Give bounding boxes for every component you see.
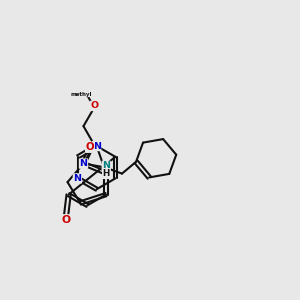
Text: N: N (93, 142, 101, 151)
Text: O: O (86, 142, 94, 152)
Text: N: N (80, 159, 88, 168)
Text: O: O (62, 215, 71, 225)
Text: N: N (74, 174, 81, 183)
Text: methyl: methyl (70, 92, 92, 97)
Text: N: N (102, 161, 110, 170)
Text: H: H (103, 169, 110, 178)
Text: O: O (90, 101, 98, 110)
